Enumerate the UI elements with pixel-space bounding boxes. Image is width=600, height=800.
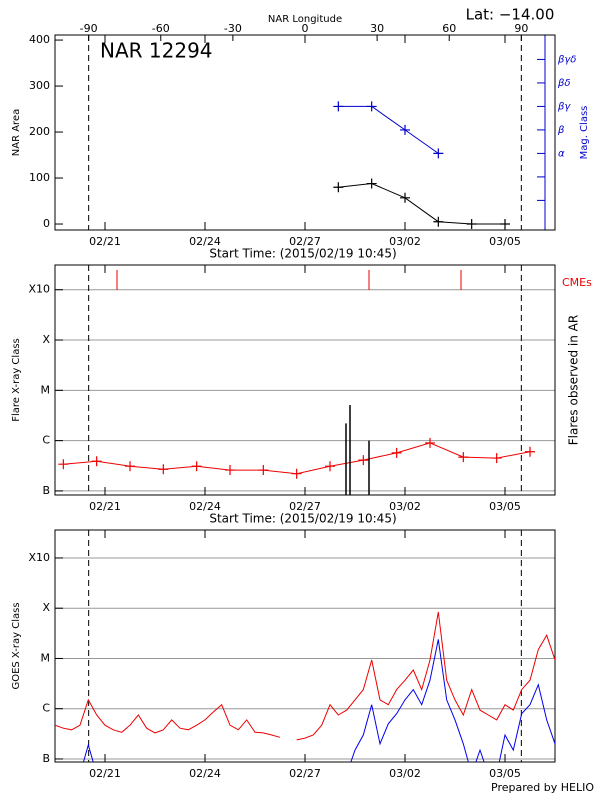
y-tick-label: X [42, 333, 50, 346]
series-line [55, 611, 555, 741]
x-tick-label: 02/24 [189, 235, 221, 248]
y2-axis-label: Mag. Class [579, 106, 590, 160]
y-tick-label: C [42, 434, 50, 447]
y2-tick-label: βγ [557, 101, 571, 112]
panel-title: NAR 12294 [100, 39, 213, 63]
x-axis-label: Start Time: (2015/02/19 10:45) [209, 247, 396, 261]
footer: Prepared by HELIO [491, 781, 594, 794]
y-tick-label: C [42, 702, 50, 715]
legend-entry: CMEs [562, 276, 592, 289]
y2-axis-label: Flares observed in AR [567, 315, 581, 445]
y-tick-label: 200 [29, 125, 50, 138]
point-marker [458, 452, 469, 463]
y-tick-label: 100 [29, 171, 50, 184]
point-marker [325, 461, 335, 472]
y-tick-label: M [41, 383, 51, 396]
point-marker [58, 459, 69, 470]
point-marker [466, 219, 477, 230]
point-marker [425, 437, 435, 448]
x-tick-label: 02/21 [89, 500, 121, 513]
point-marker [291, 468, 302, 479]
x-tick-label: 03/05 [489, 767, 521, 780]
y-tick-label: B [42, 484, 50, 497]
x2-tick-label: 90 [514, 22, 528, 35]
x-tick-label: 02/27 [289, 500, 321, 513]
point-marker [158, 464, 169, 475]
plot-frame [54, 529, 556, 763]
series-line [338, 182, 505, 225]
y-axis-label: Flare X-ray Class [11, 338, 22, 422]
x2-tick-label: 60 [442, 22, 456, 35]
plot-frame [54, 34, 556, 231]
y-tick-label: X10 [28, 551, 50, 564]
x2-tick-label: 30 [370, 22, 384, 35]
x-tick-label: 02/27 [289, 767, 321, 780]
y-axis-label: NAR Area [11, 109, 22, 156]
x-tick-label: 03/02 [389, 500, 421, 513]
point-marker [500, 219, 510, 230]
point-marker [125, 461, 135, 472]
latitude: Lat: −14.00 [466, 6, 555, 24]
point-marker [433, 216, 444, 227]
x-axis-label: Start Time: (2015/02/19 10:45) [209, 512, 396, 526]
point-marker [91, 456, 102, 467]
flare-bar [368, 440, 370, 495]
point-marker [400, 124, 410, 135]
flare-bar [349, 405, 351, 495]
x-tick-label: 03/05 [489, 235, 521, 248]
x2-tick-label: -90 [80, 22, 98, 35]
x2-axis-label: NAR Longitude [268, 14, 342, 25]
point-marker [525, 446, 535, 457]
point-marker [491, 453, 502, 464]
point-marker [333, 101, 344, 112]
x2-tick-label: -60 [152, 22, 170, 35]
point-marker [258, 465, 269, 476]
x-tick-label: 02/24 [189, 500, 221, 513]
y-tick-label: X [42, 601, 50, 614]
point-marker [333, 182, 344, 193]
x-tick-label: 03/02 [389, 235, 421, 248]
point-marker [366, 178, 377, 189]
x-tick-label: 03/02 [389, 767, 421, 780]
series-line [338, 105, 439, 154]
y-tick-label: B [42, 752, 50, 765]
x2-tick-label: -30 [224, 22, 242, 35]
series-group [58, 270, 535, 495]
y-tick-label: M [41, 651, 51, 664]
y2-tick-label: α [558, 148, 565, 159]
y-tick-label: X10 [28, 283, 50, 296]
y-tick-label: 400 [29, 33, 50, 46]
series-group [333, 101, 510, 230]
point-marker [191, 461, 202, 472]
x-tick-label: 02/21 [89, 235, 121, 248]
point-marker [400, 192, 410, 203]
point-marker [433, 148, 444, 159]
point-marker [391, 447, 402, 458]
y-axis-label: GOES X-ray Class [11, 602, 22, 689]
y-tick-label: 0 [43, 217, 50, 230]
y2-tick-label: βγδ [557, 54, 576, 65]
x2-tick-label: 0 [302, 22, 309, 35]
x-tick-label: 02/21 [89, 767, 121, 780]
x-tick-label: 02/24 [189, 767, 221, 780]
series-group [55, 611, 555, 762]
flare-bar [345, 423, 347, 495]
point-marker [225, 465, 235, 476]
point-marker [358, 455, 369, 466]
series-line [82, 639, 555, 762]
plot-frame [54, 264, 556, 496]
y2-tick-label: β [557, 125, 565, 136]
y-tick-label: 300 [29, 79, 50, 92]
x-tick-label: 02/27 [289, 235, 321, 248]
point-marker [366, 101, 377, 112]
y2-tick-label: βδ [557, 78, 571, 89]
x-tick-label: 03/05 [489, 500, 521, 513]
